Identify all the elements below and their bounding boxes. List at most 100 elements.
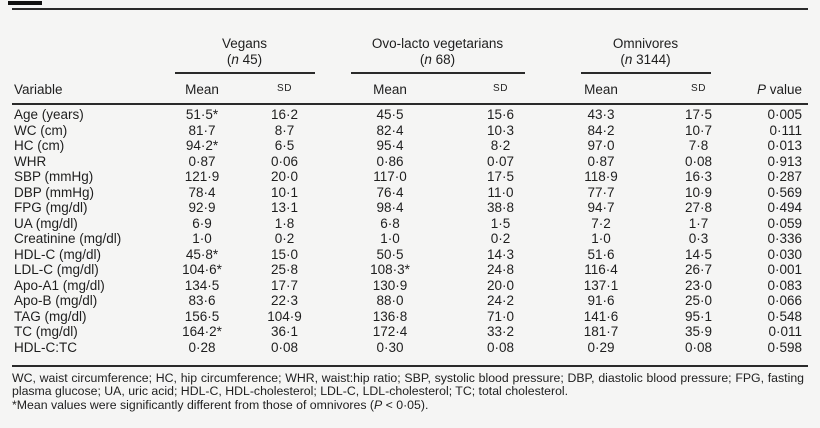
cell-value: 83·6	[188, 293, 216, 308]
cell-value: 0·001	[767, 262, 802, 277]
table-row: SBP (mmHg) 121·9 20·0 117·0 17·5 118·9 1…	[12, 169, 808, 185]
cell-value: 95·1	[684, 308, 713, 324]
cell-value: 36·1	[270, 324, 299, 339]
cell-value: 20·0	[270, 169, 299, 184]
cell-value: 25·8	[270, 262, 299, 277]
cell-variable: DBP (mmHg)	[14, 184, 95, 200]
group-header-spacer	[12, 9, 162, 74]
table-row: TAG (mg/dl) 156·5 104·9 136·8 71·0 141·6…	[12, 309, 808, 325]
cell-value: 45·8*	[185, 246, 219, 262]
cell-value: 51·5*	[185, 107, 219, 122]
cell-value: 0·336	[767, 231, 802, 246]
cell-value: 1·7	[688, 215, 709, 231]
cell-value: 38·8	[486, 200, 515, 215]
col-header-sd-vegans: SD	[242, 74, 327, 105]
cell-value: 94·2*	[185, 138, 219, 153]
cell-value: 15·6	[486, 107, 515, 122]
cell-value: 94·7	[587, 200, 615, 215]
cell-value: 76·4	[376, 184, 404, 200]
cell-value: 26·7	[684, 262, 713, 277]
table-row: TC (mg/dl) 164·2* 36·1 172·4 33·2 181·7 …	[12, 324, 808, 340]
cell-variable: Age (years)	[14, 107, 84, 122]
table-row: Apo-A1 (mg/dl) 134·5 17·7 130·9 20·0 137…	[12, 278, 808, 294]
table-row: Age (years) 51·5* 16·2 45·5 15·6 43·3 17…	[12, 104, 808, 123]
cell-value: 1·8	[274, 215, 295, 231]
cell-value: 134·5	[184, 277, 220, 293]
cell-value: 7·8	[688, 138, 709, 153]
cell-value: 130·9	[372, 277, 408, 293]
cell-value: 7·2	[591, 215, 611, 231]
cell-value: 13·1	[270, 200, 299, 215]
cell-variable: WHR	[14, 153, 47, 169]
cell-value: 98·4	[376, 200, 404, 215]
group-n-ovolacto: (n 68)	[419, 52, 456, 67]
table-row: HDL-C:TC 0·28 0·08 0·30 0·08 0·29 0·08 0…	[12, 340, 808, 367]
cell-value: 0·87	[188, 153, 216, 169]
cell-variable: UA (mg/dl)	[14, 215, 78, 231]
cell-variable: TAG (mg/dl)	[14, 308, 87, 324]
cell-value: 91·6	[587, 293, 615, 308]
group-underline-omnivores	[580, 72, 711, 74]
cell-value: 97·0	[587, 138, 615, 153]
table-row: Apo-B (mg/dl) 83·6 22·3 88·0 24·2 91·6 2…	[12, 293, 808, 309]
cell-value: 82·4	[376, 122, 404, 138]
cell-value: 24·2	[486, 293, 515, 308]
cell-value: 0·494	[767, 200, 802, 215]
cell-value: 0·013	[767, 138, 802, 153]
cell-value: 172·4	[372, 324, 408, 339]
cell-value: 0·913	[767, 153, 802, 169]
table-head: Vegans (n 45) Ovo-lacto vegetarians (n 6…	[12, 9, 808, 105]
cell-value: 141·6	[583, 308, 619, 324]
group-n-omnivores: (n 3144)	[620, 52, 671, 67]
cell-value: 0·287	[767, 169, 802, 184]
group-name-omnivores: Omnivores	[612, 36, 679, 51]
scan-artifact-mark	[8, 1, 42, 5]
cell-variable: SBP (mmHg)	[14, 169, 94, 184]
cell-variable: HDL-C:TC	[14, 339, 77, 355]
cell-value: 77·7	[587, 184, 615, 200]
cell-value: 10·1	[270, 184, 299, 200]
cell-variable: Apo-A1 (mg/dl)	[14, 277, 105, 293]
group-name-ovolacto: Ovo-lacto vegetarians	[371, 36, 504, 51]
cell-value: 15·0	[270, 246, 299, 262]
cell-value: 88·0	[376, 293, 404, 308]
cell-value: 0·059	[767, 215, 802, 231]
cell-value: 1·0	[192, 231, 212, 246]
cell-value: 8·7	[274, 122, 295, 138]
group-name-vegans: Vegans	[221, 36, 268, 51]
cell-value: 0·28	[188, 339, 216, 355]
col-header-mean-omnivores: Mean	[548, 74, 654, 105]
table-body: Age (years) 51·5* 16·2 45·5 15·6 43·3 17…	[12, 104, 808, 366]
cell-value: 1·5	[490, 215, 511, 231]
cell-value: 0·030	[767, 246, 802, 262]
table-row: Creatinine (mg/dl) 1·0 0·2 1·0 0·2 1·0 0…	[12, 231, 808, 247]
col-header-mean-vegans: Mean	[162, 74, 242, 105]
cell-value: 71·0	[486, 308, 515, 324]
table-row: WHR 0·87 0·06 0·86 0·07 0·87 0·08 0·913	[12, 154, 808, 170]
cell-value: 81·7	[188, 122, 216, 138]
cell-value: 0·2	[490, 231, 511, 246]
cell-variable: FPG (mg/dl)	[14, 200, 88, 215]
cell-value: 0·569	[767, 184, 802, 200]
cell-value: 10·9	[684, 184, 713, 200]
table-row: WC (cm) 81·7 8·7 82·4 10·3 84·2 10·7 0·1…	[12, 123, 808, 139]
cell-value: 33·2	[486, 324, 515, 339]
cell-value: 164·2*	[182, 324, 222, 339]
cell-value: 92·9	[188, 200, 216, 215]
group-header-ovolacto: Ovo-lacto vegetarians (n 68)	[327, 9, 548, 74]
table-row: FPG (mg/dl) 92·9 13·1 98·4 38·8 94·7 27·…	[12, 200, 808, 216]
comparison-table: Vegans (n 45) Ovo-lacto vegetarians (n 6…	[12, 8, 808, 367]
cell-value: 95·4	[376, 138, 404, 153]
cell-value: 17·7	[270, 277, 299, 293]
cell-value: 0·011	[768, 324, 802, 339]
table-container: Vegans (n 45) Ovo-lacto vegetarians (n 6…	[12, 8, 808, 367]
group-header-pvalue-spacer	[743, 9, 808, 74]
cell-value: 45·5	[376, 107, 404, 122]
cell-value: 0·07	[486, 153, 515, 169]
col-header-variable: Variable	[12, 74, 162, 105]
cell-value: 181·7	[583, 324, 619, 339]
cell-value: 0·08	[270, 339, 299, 355]
group-header-vegans: Vegans (n 45)	[162, 9, 327, 74]
cell-value: 14·3	[486, 246, 515, 262]
